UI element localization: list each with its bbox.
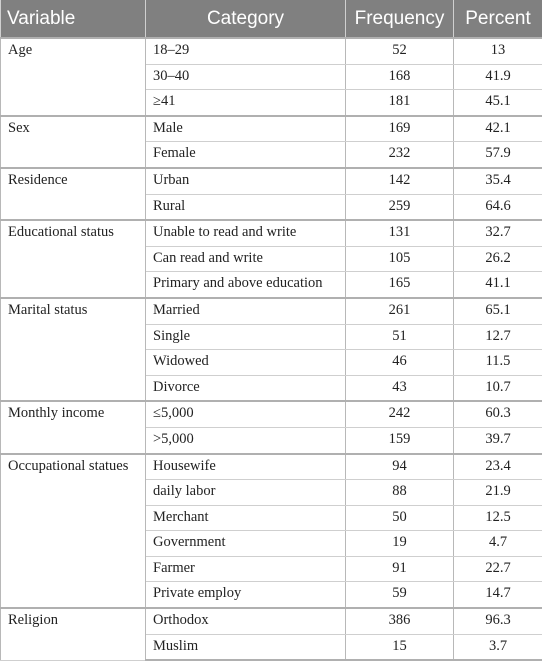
frequency-cell: 386 <box>346 608 454 634</box>
frequency-cell: 169 <box>346 116 454 142</box>
percent-cell: 41.1 <box>454 272 542 298</box>
variable-cell: Residence <box>1 168 146 220</box>
percent-cell: 35.4 <box>454 168 542 194</box>
frequency-cell: 142 <box>346 168 454 194</box>
category-cell: 18–29 <box>146 38 346 64</box>
frequency-cell: 19 <box>346 531 454 557</box>
variable-cell: Marital status <box>1 298 146 401</box>
frequency-cell: 43 <box>346 375 454 401</box>
percent-cell: 32.7 <box>454 220 542 246</box>
category-cell: Widowed <box>146 350 346 376</box>
frequency-cell: 181 <box>346 90 454 116</box>
category-cell: Housewife <box>146 454 346 480</box>
variable-cell: Religion <box>1 608 146 660</box>
header-cell: Frequency <box>346 0 454 38</box>
category-cell: Muslim <box>146 634 346 660</box>
percent-cell: 64.6 <box>454 194 542 220</box>
percent-cell: 12.5 <box>454 505 542 531</box>
frequency-cell: 52 <box>346 38 454 64</box>
frequency-cell: 59 <box>346 582 454 608</box>
percent-cell: 60.3 <box>454 401 542 427</box>
percent-cell: 23.4 <box>454 454 542 480</box>
frequency-cell: 242 <box>346 401 454 427</box>
category-cell: daily labor <box>146 480 346 506</box>
category-cell: Primary and above education <box>146 272 346 298</box>
category-cell: Orthodox <box>146 608 346 634</box>
frequency-cell: 46 <box>346 350 454 376</box>
frequency-cell: 131 <box>346 220 454 246</box>
percent-cell: 65.1 <box>454 298 542 324</box>
frequency-cell: 94 <box>346 454 454 480</box>
percent-cell: 45.1 <box>454 90 542 116</box>
category-cell: Divorce <box>146 375 346 401</box>
category-cell: 30–40 <box>146 64 346 90</box>
percent-cell: 3.7 <box>454 634 542 660</box>
percent-cell: 26.2 <box>454 246 542 272</box>
frequency-cell: 159 <box>346 427 454 453</box>
percent-cell: 96.3 <box>454 608 542 634</box>
category-cell: Rural <box>146 194 346 220</box>
category-cell: Unable to read and write <box>146 220 346 246</box>
category-cell: ≤5,000 <box>146 401 346 427</box>
percent-cell: 21.9 <box>454 480 542 506</box>
category-cell: Married <box>146 298 346 324</box>
frequency-cell: 51 <box>346 324 454 350</box>
frequency-cell: 15 <box>346 634 454 660</box>
percent-cell: 39.7 <box>454 427 542 453</box>
category-cell: ≥41 <box>146 90 346 116</box>
percent-cell: 4.7 <box>454 531 542 557</box>
frequency-cell: 50 <box>346 505 454 531</box>
frequency-cell: 91 <box>346 556 454 582</box>
percent-cell: 13 <box>454 38 542 64</box>
variable-cell: Sex <box>1 116 146 168</box>
category-cell: Government <box>146 531 346 557</box>
variable-cell: Age <box>1 38 146 116</box>
frequency-cell: 88 <box>346 480 454 506</box>
percent-cell: 42.1 <box>454 116 542 142</box>
variable-cell: Educational status <box>1 220 146 298</box>
category-cell: Farmer <box>146 556 346 582</box>
frequency-cell: 105 <box>346 246 454 272</box>
variable-cell: Occupational statues <box>1 454 146 609</box>
percent-cell: 57.9 <box>454 142 542 168</box>
percent-cell: 22.7 <box>454 556 542 582</box>
category-cell: Merchant <box>146 505 346 531</box>
category-cell: Can read and write <box>146 246 346 272</box>
category-cell: Private employ <box>146 582 346 608</box>
percent-cell: 11.5 <box>454 350 542 376</box>
frequency-cell: 232 <box>346 142 454 168</box>
percent-cell: 10.7 <box>454 375 542 401</box>
frequency-cell: 165 <box>346 272 454 298</box>
percent-cell: 14.7 <box>454 582 542 608</box>
percent-cell: 12.7 <box>454 324 542 350</box>
category-cell: Urban <box>146 168 346 194</box>
category-cell: Single <box>146 324 346 350</box>
frequency-cell: 259 <box>346 194 454 220</box>
header-cell: Variable <box>1 0 146 38</box>
frequency-cell: 168 <box>346 64 454 90</box>
header-cell: Percent <box>454 0 542 38</box>
category-cell: Male <box>146 116 346 142</box>
header-cell: Category <box>146 0 346 38</box>
header-row: Variable Category Frequency Percent <box>1 0 542 38</box>
category-cell: Female <box>146 142 346 168</box>
variable-cell: Monthly income <box>1 401 146 453</box>
percent-cell: 41.9 <box>454 64 542 90</box>
frequency-cell: 261 <box>346 298 454 324</box>
category-cell: >5,000 <box>146 427 346 453</box>
